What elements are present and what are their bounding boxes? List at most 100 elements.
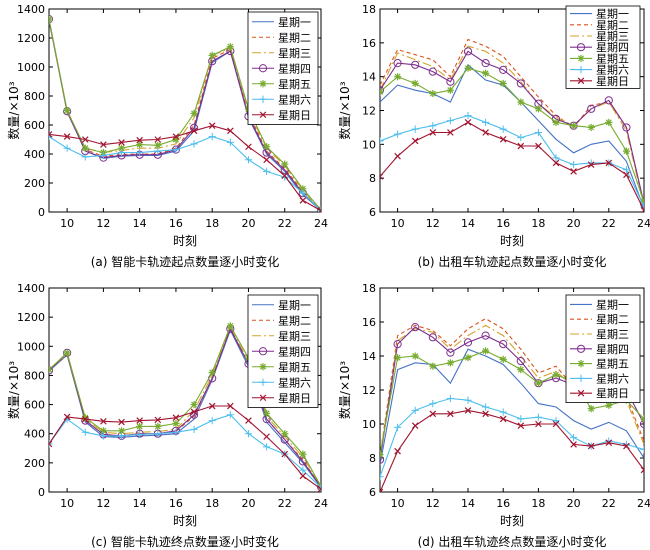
data-point — [117, 148, 126, 157]
data-point — [263, 156, 270, 164]
data-point — [411, 60, 420, 69]
data-point — [99, 151, 107, 160]
series-1 — [380, 348, 644, 465]
x-tick-label: 18 — [205, 217, 219, 230]
y-tick-label: 1400 — [17, 3, 45, 16]
data-point — [118, 139, 125, 146]
data-point — [622, 147, 630, 155]
data-point — [411, 323, 420, 332]
data-point — [245, 417, 252, 424]
series-line — [49, 405, 321, 490]
data-point — [447, 129, 454, 136]
data-point — [380, 86, 385, 95]
y-tick-label: 16 — [362, 37, 376, 50]
chart-2: 10 12 14 16 18 20 22 24 6 8 10 12 14 16 18 时刻 数量/×10³ (b)… — [337, 3, 650, 269]
data-point — [226, 322, 234, 330]
y-tick-label: 8 — [369, 172, 376, 185]
data-point — [604, 96, 613, 105]
data-point — [640, 207, 644, 212]
data-point — [172, 419, 180, 428]
y-tick-label: 18 — [362, 282, 376, 295]
legend-label: 星期二 — [278, 31, 311, 44]
x-tick-label: 24 — [637, 217, 650, 230]
legend-label: 星期五 — [278, 361, 311, 374]
data-point — [411, 422, 419, 430]
legend-label: 星期五 — [278, 78, 311, 91]
y-tick-label: 0 — [38, 486, 45, 499]
data-point — [464, 354, 472, 362]
x-tick-label: 20 — [241, 217, 255, 230]
data-point — [517, 422, 525, 430]
data-point — [99, 432, 107, 440]
data-point — [552, 420, 560, 428]
data-point — [299, 197, 307, 204]
data-point — [317, 207, 321, 212]
data-point — [499, 355, 507, 363]
data-point — [154, 430, 162, 438]
series-3 — [49, 325, 321, 487]
data-point — [317, 485, 321, 492]
chart-4: 10 12 14 16 18 20 22 24 6 8 10 12 14 16 18 时刻 数量/×10³ (d)… — [337, 282, 650, 549]
series-line — [380, 45, 644, 208]
legend-marker — [258, 347, 268, 356]
data-point — [380, 451, 384, 459]
series-line — [380, 121, 644, 211]
data-point — [208, 402, 216, 410]
legend-label: 星期三 — [596, 30, 629, 43]
data-point — [640, 466, 644, 474]
data-point — [208, 51, 216, 59]
legend-marker — [576, 43, 586, 52]
data-point — [227, 127, 234, 135]
data-point — [464, 119, 472, 126]
data-point — [463, 47, 473, 56]
legend-marker — [577, 360, 585, 368]
x-tick-label: 16 — [496, 217, 510, 230]
y-tick-label: 10 — [362, 418, 376, 431]
series-line — [49, 328, 321, 488]
legend-label: 星期二 — [596, 19, 629, 32]
data-point — [118, 418, 125, 426]
data-point — [499, 65, 508, 75]
data-point — [622, 123, 631, 132]
data-point — [463, 338, 473, 347]
y-tick-label: 400 — [24, 148, 45, 161]
data-point — [281, 450, 289, 458]
legend-label: 星期日 — [278, 109, 311, 122]
x-tick-label: 10 — [391, 497, 405, 510]
data-point — [190, 408, 198, 416]
data-point — [446, 86, 454, 94]
data-point — [208, 122, 216, 130]
x-tick-label: 24 — [314, 497, 328, 510]
data-point — [552, 154, 560, 162]
data-point — [172, 428, 180, 436]
x-tick-label: 14 — [133, 497, 147, 510]
data-point — [605, 159, 613, 167]
data-point — [190, 400, 198, 409]
data-point — [570, 161, 578, 169]
y-axis-label: 数量/×10³ — [337, 81, 352, 139]
x-tick-label: 20 — [567, 217, 581, 230]
data-point — [299, 450, 307, 458]
series-1 — [49, 328, 321, 488]
data-point — [499, 79, 507, 88]
data-point — [281, 430, 289, 438]
x-tick-label: 22 — [278, 217, 292, 230]
data-point — [63, 144, 71, 152]
data-point — [552, 417, 560, 425]
data-point — [393, 59, 402, 68]
x-tick-label: 18 — [531, 217, 545, 230]
data-point — [244, 156, 253, 164]
data-point — [394, 73, 402, 81]
data-point — [172, 146, 180, 154]
legend-label: 星期三 — [278, 47, 311, 60]
data-point — [245, 143, 252, 151]
data-point — [380, 88, 384, 96]
series-line — [49, 19, 321, 211]
data-point — [154, 416, 162, 424]
data-point — [226, 138, 234, 146]
data-point — [570, 441, 577, 448]
x-tick-label: 22 — [278, 497, 292, 510]
series-line — [49, 125, 321, 212]
data-point — [482, 69, 490, 77]
